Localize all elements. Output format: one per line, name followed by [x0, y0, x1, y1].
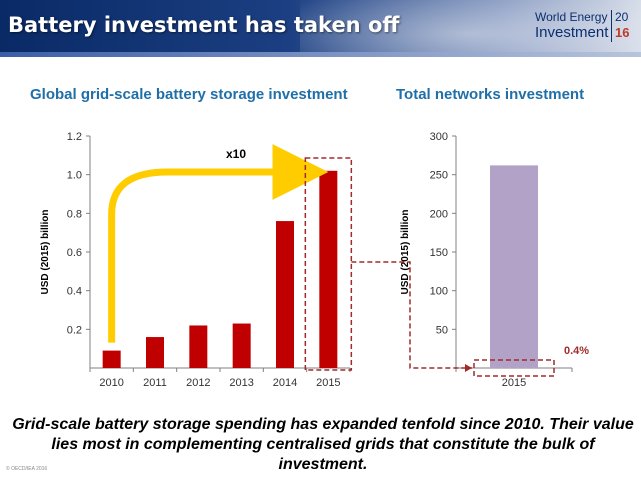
- chart1-y-tick-label: 0.6: [67, 247, 82, 259]
- chart1-x-tick-label: 2011: [143, 377, 167, 389]
- chart1-bar-2013: [232, 323, 251, 368]
- logo-year-top: 20: [615, 10, 629, 24]
- connector-dashed-line: [351, 261, 472, 369]
- connector-arrowhead-icon: [465, 364, 472, 372]
- chart1-title: Global grid-scale battery storage invest…: [30, 86, 348, 103]
- share-annotation-label: 0.4%: [564, 345, 589, 357]
- chart2-y-tick-label: 100: [430, 286, 448, 298]
- world-energy-investment-logo: World Energy Investment 20 16: [533, 8, 633, 44]
- chart1-bar-2015: [319, 170, 338, 368]
- logo-year-bottom: 16: [615, 25, 630, 40]
- chart1-bar-2011: [146, 337, 164, 368]
- highlight-box-share: [473, 359, 555, 377]
- page-title: Battery investment has taken off: [8, 13, 400, 37]
- logo-line1: World Energy: [535, 10, 608, 24]
- chart1-y-tick-label: 1.0: [67, 170, 82, 182]
- chart1-x-tick-label: 2012: [186, 377, 210, 389]
- chart1-x-tick-label: 2014: [273, 377, 297, 389]
- chart2-y-tick-label: 300: [430, 131, 448, 143]
- chart1-y-tick-label: 0.8: [67, 208, 82, 220]
- logo-line2: Investment: [535, 24, 609, 41]
- chart2-y-tick-label: 200: [430, 208, 448, 220]
- chart1-bar-2012: [189, 325, 208, 368]
- chart1-x-tick-label: 2013: [229, 377, 253, 389]
- chart2-x-tick-label: 2015: [502, 377, 526, 389]
- chart1-bar-2014: [276, 221, 294, 368]
- chart1-y-axis-label: USD (2015) billion: [40, 209, 51, 294]
- chart2-y-tick-label: 50: [436, 324, 448, 336]
- copyright-notice: © OECD/IEA 2016: [6, 466, 48, 472]
- charts-canvas: 0.2 0.4 0.6 0.8 1.0 1.2 2010 2011 2012 2013 2014 20…: [40, 131, 589, 389]
- header-divider: [0, 52, 641, 57]
- chart2-y-tick-label: 250: [430, 170, 448, 182]
- chart2-title: Total networks investment: [396, 86, 585, 103]
- growth-arrow-icon: [108, 144, 329, 343]
- chart1-y-tick-label: 1.2: [67, 131, 82, 143]
- chart1-x-tick-label: 2015: [316, 377, 340, 389]
- summary-caption: Grid-scale battery storage spending has …: [12, 416, 634, 473]
- growth-annotation-label: x10: [226, 147, 246, 161]
- chart2-y-tick-label: 150: [430, 247, 448, 259]
- banner-light-streak: [300, 0, 641, 52]
- chart2-y-axis-label: USD (2015) billion: [400, 209, 411, 294]
- chart1-y-tick-label: 0.4: [67, 286, 82, 298]
- header-banner: Battery investment has taken off World E…: [0, 0, 641, 52]
- chart2-bar-2015: [490, 165, 538, 368]
- chart1-x-tick-label: 2010: [99, 377, 123, 389]
- chart1-y-tick-label: 0.2: [67, 324, 82, 336]
- chart1-bar-2010: [102, 350, 121, 368]
- logo-year-divider: [611, 10, 629, 42]
- highlight-box-last-bar: [304, 157, 353, 371]
